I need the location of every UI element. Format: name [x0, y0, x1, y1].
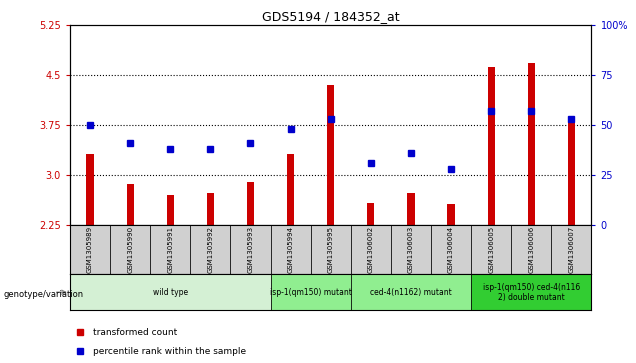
- Bar: [551, 225, 591, 274]
- Bar: [471, 225, 511, 274]
- Bar: [488, 67, 495, 225]
- Text: GSM1306003: GSM1306003: [408, 226, 414, 273]
- Text: transformed count: transformed count: [93, 328, 177, 337]
- Bar: [167, 195, 174, 225]
- Title: GDS5194 / 184352_at: GDS5194 / 184352_at: [262, 10, 399, 23]
- Text: wild type: wild type: [153, 288, 188, 297]
- Bar: [351, 274, 471, 310]
- Bar: [86, 154, 93, 225]
- Text: percentile rank within the sample: percentile rank within the sample: [93, 347, 247, 356]
- Bar: [471, 274, 591, 310]
- Text: GSM1305995: GSM1305995: [328, 226, 334, 273]
- Bar: [528, 63, 535, 225]
- Text: genotype/variation: genotype/variation: [3, 290, 83, 298]
- Text: GSM1305990: GSM1305990: [127, 226, 133, 273]
- Text: GSM1305994: GSM1305994: [287, 226, 294, 273]
- Bar: [327, 85, 335, 225]
- Bar: [150, 225, 190, 274]
- Bar: [230, 225, 270, 274]
- Bar: [247, 182, 254, 225]
- Bar: [367, 203, 375, 225]
- Text: GSM1305992: GSM1305992: [207, 226, 213, 273]
- Bar: [190, 225, 230, 274]
- Bar: [391, 225, 431, 274]
- Bar: [127, 184, 134, 225]
- Text: isp-1(qm150) mutant: isp-1(qm150) mutant: [270, 288, 352, 297]
- Text: GSM1306004: GSM1306004: [448, 226, 454, 273]
- Bar: [270, 225, 310, 274]
- Bar: [310, 225, 351, 274]
- Text: GSM1305989: GSM1305989: [87, 226, 93, 273]
- Bar: [110, 225, 150, 274]
- Text: GSM1306002: GSM1306002: [368, 226, 374, 273]
- Bar: [511, 225, 551, 274]
- Bar: [407, 193, 415, 225]
- Text: GSM1306006: GSM1306006: [529, 226, 534, 273]
- Text: GSM1305993: GSM1305993: [247, 226, 254, 273]
- Text: GSM1306005: GSM1306005: [488, 226, 494, 273]
- Bar: [270, 274, 351, 310]
- Bar: [70, 274, 270, 310]
- Bar: [431, 225, 471, 274]
- Bar: [70, 225, 110, 274]
- Text: GSM1305991: GSM1305991: [167, 226, 173, 273]
- Bar: [351, 225, 391, 274]
- Bar: [448, 204, 455, 225]
- Text: isp-1(qm150) ced-4(n116
2) double mutant: isp-1(qm150) ced-4(n116 2) double mutant: [483, 282, 580, 302]
- Bar: [287, 154, 294, 225]
- Text: ced-4(n1162) mutant: ced-4(n1162) mutant: [370, 288, 452, 297]
- Bar: [568, 119, 575, 225]
- Bar: [207, 193, 214, 225]
- Text: GSM1306007: GSM1306007: [569, 226, 574, 273]
